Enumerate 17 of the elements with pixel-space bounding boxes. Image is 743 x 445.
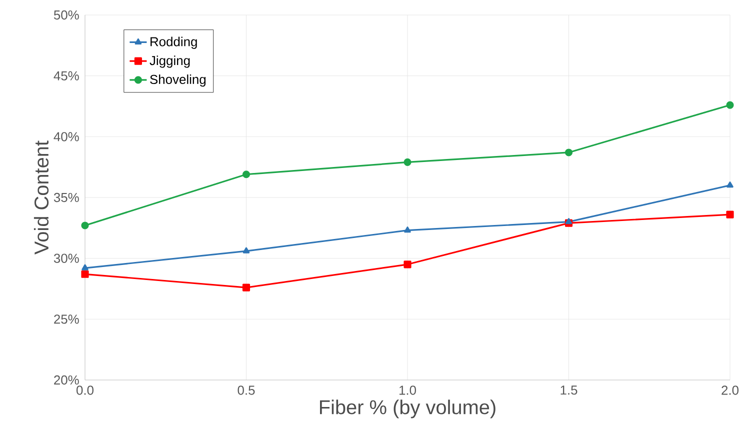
y-tick-label: 45%: [54, 71, 79, 80]
x-tick-label: 1.0: [399, 386, 416, 395]
legend-label: Rodding: [150, 36, 197, 49]
y-tick-label: 25%: [54, 314, 79, 324]
x-tick-label: 1.5: [560, 386, 578, 395]
x-axis-title: Fiber % (by volume): [320, 400, 496, 418]
y-axis-title: Void Content: [34, 140, 49, 254]
y-tick-label: 30%: [54, 254, 79, 263]
y-tick-label: 40%: [54, 132, 79, 142]
y-tick-label: 50%: [54, 10, 79, 20]
x-tick-label: 0.5: [238, 386, 255, 395]
legend-label: Shoveling: [150, 74, 206, 87]
y-tick-label: 35%: [54, 192, 79, 202]
x-tick-label: 0.0: [76, 386, 94, 395]
x-tick-label: 2.0: [722, 386, 739, 395]
y-tick-label: 20%: [54, 375, 79, 385]
legend-label: Jigging: [150, 56, 190, 68]
